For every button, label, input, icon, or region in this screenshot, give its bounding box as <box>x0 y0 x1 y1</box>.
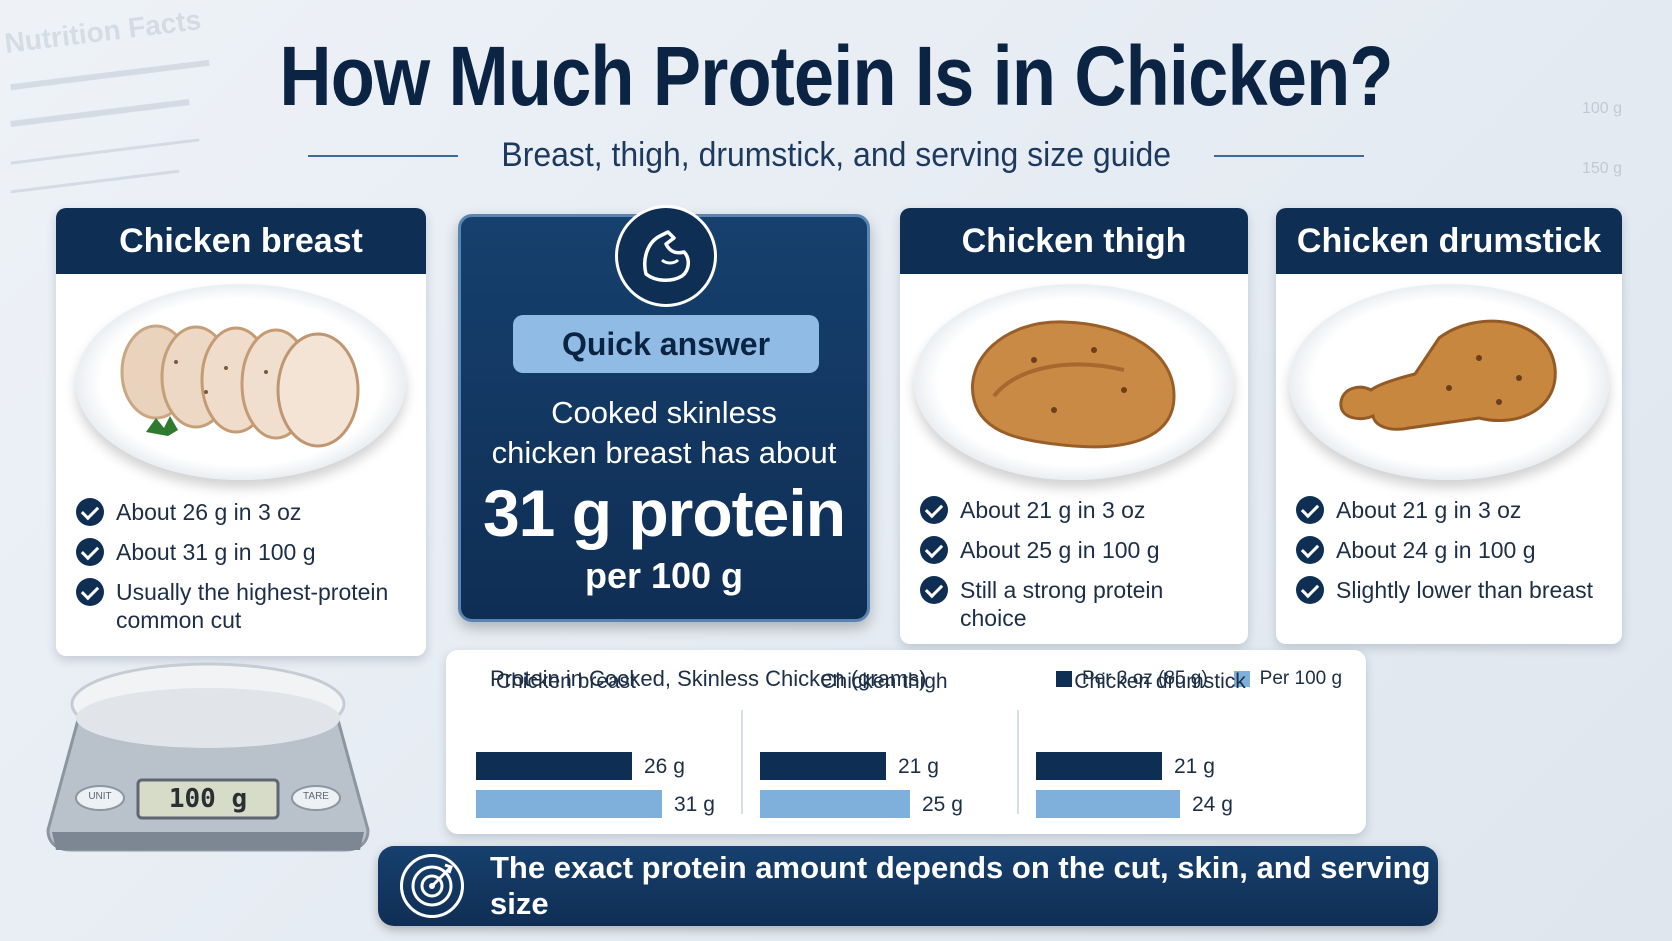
card-title: Chicken breast <box>56 208 426 274</box>
check-icon <box>76 498 104 526</box>
bullet-text: Slightly lower than breast <box>1336 577 1593 603</box>
list-item: About 31 g in 100 g <box>76 538 406 566</box>
bar-value-label: 26 g <box>644 755 685 778</box>
card-title: Chicken thigh <box>900 208 1248 274</box>
check-icon <box>1296 536 1324 564</box>
bullet-text: About 21 g in 3 oz <box>1336 497 1522 523</box>
quick-answer-label: Quick answer <box>513 315 819 373</box>
subtitle-rule-right <box>1214 154 1365 157</box>
check-icon <box>76 538 104 566</box>
bullet-list: About 26 g in 3 oz About 31 g in 100 g U… <box>56 498 426 634</box>
bullet-text: About 31 g in 100 g <box>116 539 316 565</box>
scale-tare-button: TARE <box>303 791 329 802</box>
card-title: Chicken drumstick <box>1276 208 1622 274</box>
chart-title: Protein in Cooked, Skinless Chicken (gra… <box>490 666 927 691</box>
legend-item-3oz: Per 3 oz (85 g) <box>1056 668 1208 690</box>
bullet-text: About 25 g in 100 g <box>960 537 1160 563</box>
background-tick: 100 g <box>1582 100 1623 117</box>
bar-value-label: 24 g <box>1192 793 1233 816</box>
list-item: Usually the highest-protein common cut <box>76 578 406 634</box>
plate-image <box>76 284 406 484</box>
check-icon <box>76 578 104 606</box>
list-item: Still a strong protein choice <box>920 576 1228 632</box>
list-item: About 24 g in 100 g <box>1296 536 1602 564</box>
category-label: Chicken drumstick <box>1074 670 1246 693</box>
background-tick: 150 g <box>1582 160 1623 177</box>
card-chicken-thigh: Chicken thigh About 21 g in 3 oz About 2… <box>900 208 1248 644</box>
bar-value-label: 21 g <box>1174 755 1215 778</box>
quick-answer-per: per 100 g <box>584 555 744 596</box>
flexed-bicep-icon <box>615 205 717 307</box>
scale-display: 100 g <box>168 784 248 814</box>
category-label: Chicken breast <box>496 670 636 693</box>
plate-image <box>1289 284 1609 484</box>
check-icon <box>1296 576 1324 604</box>
subtitle-rule-left <box>307 154 458 157</box>
bullet-list: About 21 g in 3 oz About 24 g in 100 g S… <box>1276 496 1622 604</box>
bar <box>476 790 662 818</box>
scale-unit-button: UNIT <box>88 791 112 802</box>
page-subtitle: Breast, thigh, drumstick, and serving si… <box>501 136 1171 174</box>
bullet-text: Usually the highest-protein common cut <box>116 579 389 633</box>
legend-label: Per 100 g <box>1259 668 1343 689</box>
quick-answer-value: 31 g protein <box>482 476 846 550</box>
list-item: About 25 g in 100 g <box>920 536 1228 564</box>
legend-label: Per 3 oz (85 g) <box>1082 668 1208 689</box>
bottom-banner: The exact protein amount depends on the … <box>378 846 1438 926</box>
bullet-text: About 26 g in 3 oz <box>116 499 302 525</box>
bar-chart-plot: Chicken breast 26 g 31 g Chicken thigh 21 g 2… <box>476 670 1246 818</box>
bar-value-label: 21 g <box>898 755 939 778</box>
list-item: About 21 g in 3 oz <box>1296 496 1602 524</box>
roasted-chicken-drumstick-image <box>1339 319 1557 431</box>
quick-answer-line2: chicken breast has about <box>491 435 837 470</box>
card-chicken-breast: Chicken breast About 26 g in 3 oz About … <box>56 208 426 656</box>
check-icon <box>1296 496 1324 524</box>
target-icon <box>400 854 464 918</box>
bar <box>760 752 886 780</box>
page-title: How Much Protein Is in Chicken? <box>279 29 1393 123</box>
list-item: Slightly lower than breast <box>1296 576 1602 604</box>
bar-value-label: 31 g <box>674 793 715 816</box>
protein-chart: Protein in Cooked, Skinless Chicken (gra… <box>446 650 1366 834</box>
plate-image <box>914 284 1234 484</box>
bar <box>476 752 632 780</box>
kitchen-scale-image: 100 g UNIT TARE <box>38 660 378 860</box>
legend-swatch <box>1056 671 1072 687</box>
bar <box>760 790 910 818</box>
bar <box>1036 752 1162 780</box>
bar <box>1036 790 1180 818</box>
check-icon <box>920 536 948 564</box>
list-item: About 26 g in 3 oz <box>76 498 406 526</box>
bar-value-label: 25 g <box>922 793 963 816</box>
chart-legend: Per 3 oz (85 g) Per 100 g <box>1056 668 1342 690</box>
quick-answer-panel: Quick answer Cooked skinless chicken bre… <box>458 205 870 622</box>
subtitle-row: Breast, thigh, drumstick, and serving si… <box>0 136 1672 175</box>
bullet-text: About 24 g in 100 g <box>1336 537 1536 563</box>
quick-answer-text: Cooked skinless chicken breast has about <box>461 393 867 473</box>
list-item: About 21 g in 3 oz <box>920 496 1228 524</box>
legend-swatch <box>1233 671 1250 687</box>
category-label: Chicken thigh <box>820 670 947 693</box>
legend-item-100g: Per 100 g <box>1233 668 1343 690</box>
quick-answer-line1: Cooked skinless <box>551 395 777 430</box>
roasted-chicken-thigh-image <box>971 320 1176 449</box>
sliced-chicken-breast-image <box>120 324 360 448</box>
bullet-text: Still a strong protein choice <box>960 577 1164 631</box>
bullet-text: About 21 g in 3 oz <box>960 497 1146 523</box>
banner-text: The exact protein amount depends on the … <box>490 850 1431 921</box>
bullet-list: About 21 g in 3 oz About 25 g in 100 g S… <box>900 496 1248 632</box>
check-icon <box>920 576 948 604</box>
card-chicken-drumstick: Chicken drumstick About 21 g in 3 oz Abo… <box>1276 208 1622 644</box>
check-icon <box>920 496 948 524</box>
